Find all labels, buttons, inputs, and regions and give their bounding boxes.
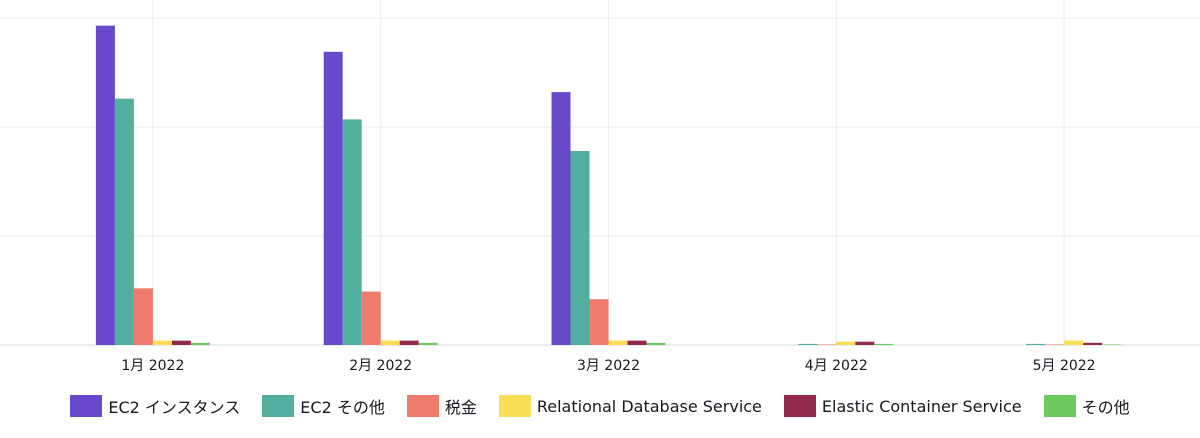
bar <box>1064 340 1084 345</box>
bar <box>171 340 191 345</box>
legend: EC2 インスタンス EC2 その他 税金 Relational Database S… <box>0 394 1200 418</box>
bar <box>608 340 628 345</box>
bar <box>95 25 115 345</box>
legend-label: EC2 インスタンス <box>108 398 241 417</box>
x-tick-label: 5月 2022 <box>1033 358 1096 374</box>
x-tick-label: 1月 2022 <box>121 358 184 374</box>
bar <box>342 119 362 346</box>
bar <box>551 92 571 346</box>
legend-item[interactable]: EC2 インスタンス <box>70 394 240 418</box>
legend-label: 税金 <box>444 398 477 417</box>
bar <box>627 340 647 345</box>
bar <box>798 343 818 345</box>
x-tick-label: 3月 2022 <box>577 358 640 374</box>
legend-label: EC2 その他 <box>300 398 385 417</box>
bar <box>114 98 134 345</box>
legend-swatch <box>262 395 295 417</box>
bar <box>646 342 666 345</box>
legend-item[interactable]: 税金 <box>406 394 477 418</box>
bar <box>361 291 381 345</box>
legend-swatch <box>783 395 816 417</box>
chart: 1月 2022 2月 2022 3月 2022 4月 2022 5月 2022 <box>0 0 1200 374</box>
legend-item[interactable]: EC2 その他 <box>262 394 385 418</box>
bar <box>570 150 590 345</box>
bar <box>1045 344 1065 345</box>
bar <box>836 341 856 345</box>
legend-swatch <box>70 395 103 417</box>
bar <box>874 343 894 345</box>
legend-item[interactable]: Elastic Container Service <box>783 394 1022 418</box>
legend-item[interactable]: その他 <box>1043 394 1130 418</box>
bar <box>1102 344 1122 345</box>
legend-item[interactable]: Relational Database Service <box>498 394 762 418</box>
bar <box>399 340 419 345</box>
bar <box>817 344 837 345</box>
legend-swatch <box>1043 395 1076 417</box>
bar <box>380 340 400 345</box>
legend-label: Relational Database Service <box>536 396 762 416</box>
bar <box>1083 342 1103 345</box>
legend-label: その他 <box>1081 398 1130 417</box>
bar <box>323 51 343 345</box>
bar <box>1026 343 1046 345</box>
bar <box>133 288 153 345</box>
legend-label: Elastic Container Service <box>821 396 1022 416</box>
bar <box>418 342 438 345</box>
legend-swatch <box>406 395 439 417</box>
x-tick-label: 2月 2022 <box>349 358 412 374</box>
bar <box>190 342 210 345</box>
legend-swatch <box>498 395 531 417</box>
bar <box>152 340 172 345</box>
bar <box>855 341 875 345</box>
x-tick-label: 4月 2022 <box>805 358 868 374</box>
bar <box>589 299 609 345</box>
